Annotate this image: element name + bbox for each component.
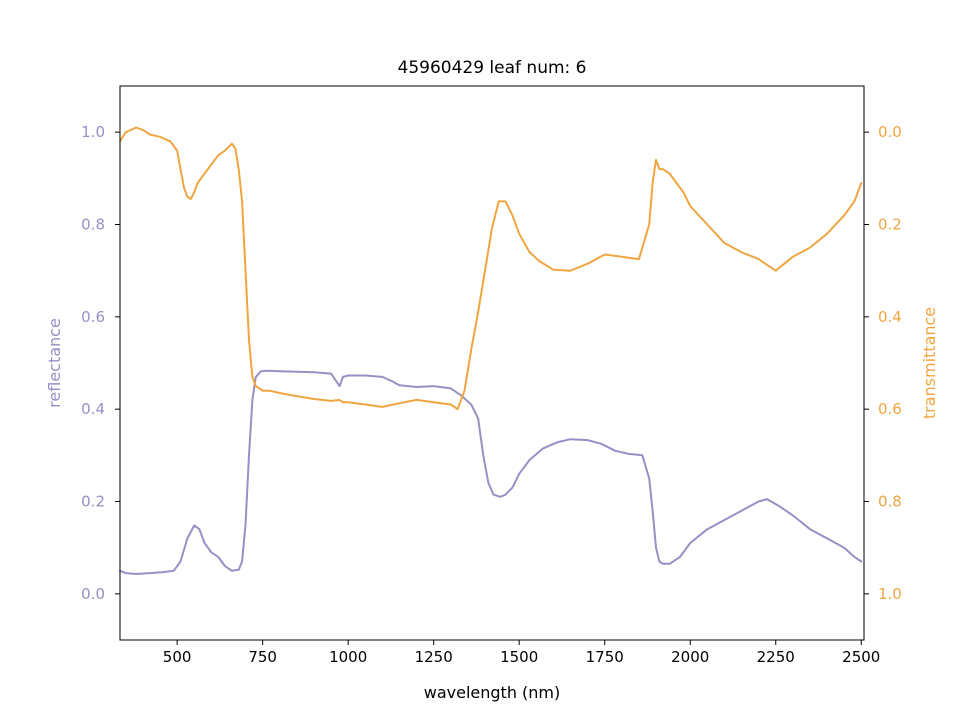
- chart-title: 45960429 leaf num: 6: [398, 58, 587, 78]
- y-axis-label-left: reflectance: [45, 318, 64, 408]
- series-layer: [119, 126, 863, 575]
- y-axis-right: 0.0 0.2 0.4 0.6 0.8 1.0: [864, 123, 902, 603]
- y-axis-label-right: transmittance: [920, 307, 939, 419]
- x-tick-label: 2000: [671, 648, 709, 666]
- y-right-tick-label: 0.2: [878, 216, 902, 234]
- y-left-tick-label: 1.0: [81, 123, 105, 141]
- x-tick-label: 500: [163, 648, 192, 666]
- x-tick-label: 1250: [415, 648, 453, 666]
- x-tick-label: 1500: [500, 648, 538, 666]
- y-left-tick-label: 0.6: [81, 308, 105, 326]
- x-axis: 500 750 1000 1250 1500 1750 2000 2250 2500: [163, 640, 880, 666]
- y-left-tick-label: 0.8: [81, 216, 105, 234]
- x-axis-label: wavelength (nm): [424, 683, 561, 702]
- y-right-tick-label: 0.6: [878, 400, 902, 418]
- y-left-tick-label: 0.4: [81, 400, 105, 418]
- y-right-tick-label: 0.0: [878, 123, 902, 141]
- y-left-tick-label: 0.0: [81, 585, 105, 603]
- y-axis-left: 0.0 0.2 0.4 0.6 0.8 1.0: [81, 123, 120, 603]
- transmittance-series-line: [119, 126, 863, 411]
- y-right-tick-label: 1.0: [878, 585, 902, 603]
- reflectance-series-line: [119, 369, 863, 575]
- x-tick-label: 1750: [586, 648, 624, 666]
- y-left-tick-label: 0.2: [81, 493, 105, 511]
- plot-frame: [119, 85, 865, 641]
- y-right-tick-label: 0.8: [878, 493, 902, 511]
- y-right-tick-label: 0.4: [878, 308, 902, 326]
- x-tick-label: 2250: [757, 648, 795, 666]
- x-tick-label: 1000: [329, 648, 367, 666]
- x-tick-label: 750: [248, 648, 277, 666]
- plot-area: [119, 85, 865, 641]
- x-tick-label: 2500: [842, 648, 880, 666]
